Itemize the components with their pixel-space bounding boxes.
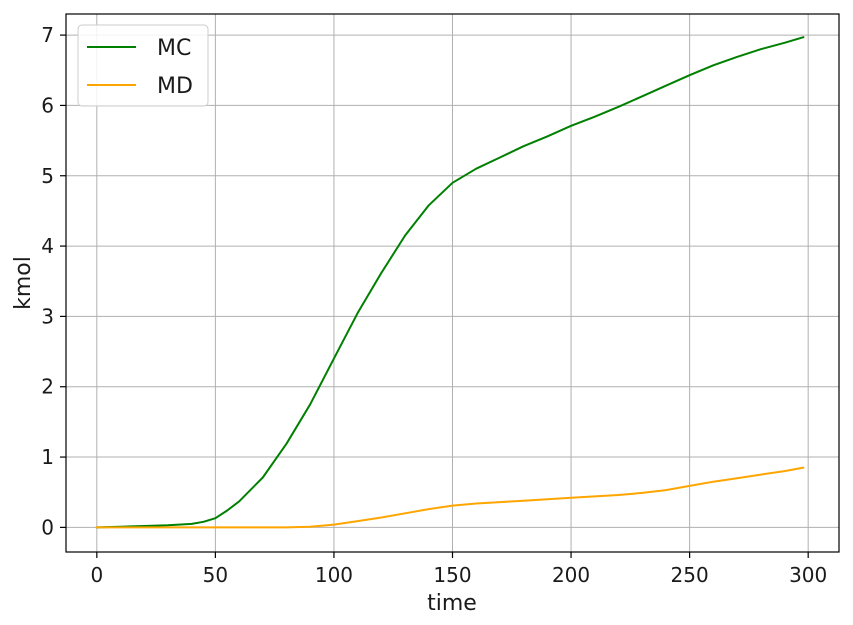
legend-label-mc: MC [157,36,191,61]
ticks: 0 50 100 150 200 250 300 0 1 2 3 4 5 6 7 [41,23,827,587]
series-layer [95,36,805,529]
x-tick-label: 0 [90,563,103,587]
series-line-md [95,466,805,529]
y-tick-label: 4 [41,234,54,258]
y-tick-label: 6 [41,93,54,117]
x-tick-label: 150 [433,563,471,587]
y-tick-label: 3 [41,304,54,328]
x-axis-label: time [427,591,477,616]
x-tick-label: 250 [671,563,709,587]
legend: MC MD [77,24,209,107]
y-tick-label: 2 [41,375,54,399]
x-tick-label: 300 [789,563,827,587]
y-tick-label: 1 [41,445,54,469]
legend-label-md: MD [157,74,193,99]
series-line-mc [95,36,805,529]
y-axis-label: kmol [11,256,36,310]
y-tick-label: 7 [41,23,54,47]
y-tick-label: 0 [41,515,54,539]
x-tick-label: 200 [552,563,590,587]
x-tick-label: 50 [203,563,228,587]
x-tick-label: 100 [315,563,353,587]
y-tick-label: 5 [41,164,54,188]
